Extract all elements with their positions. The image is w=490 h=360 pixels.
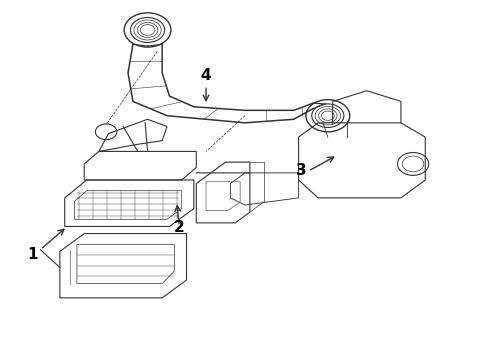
Text: 1: 1 xyxy=(28,247,38,262)
Text: 4: 4 xyxy=(201,68,211,83)
Text: 3: 3 xyxy=(296,163,306,177)
Text: 2: 2 xyxy=(174,220,185,235)
